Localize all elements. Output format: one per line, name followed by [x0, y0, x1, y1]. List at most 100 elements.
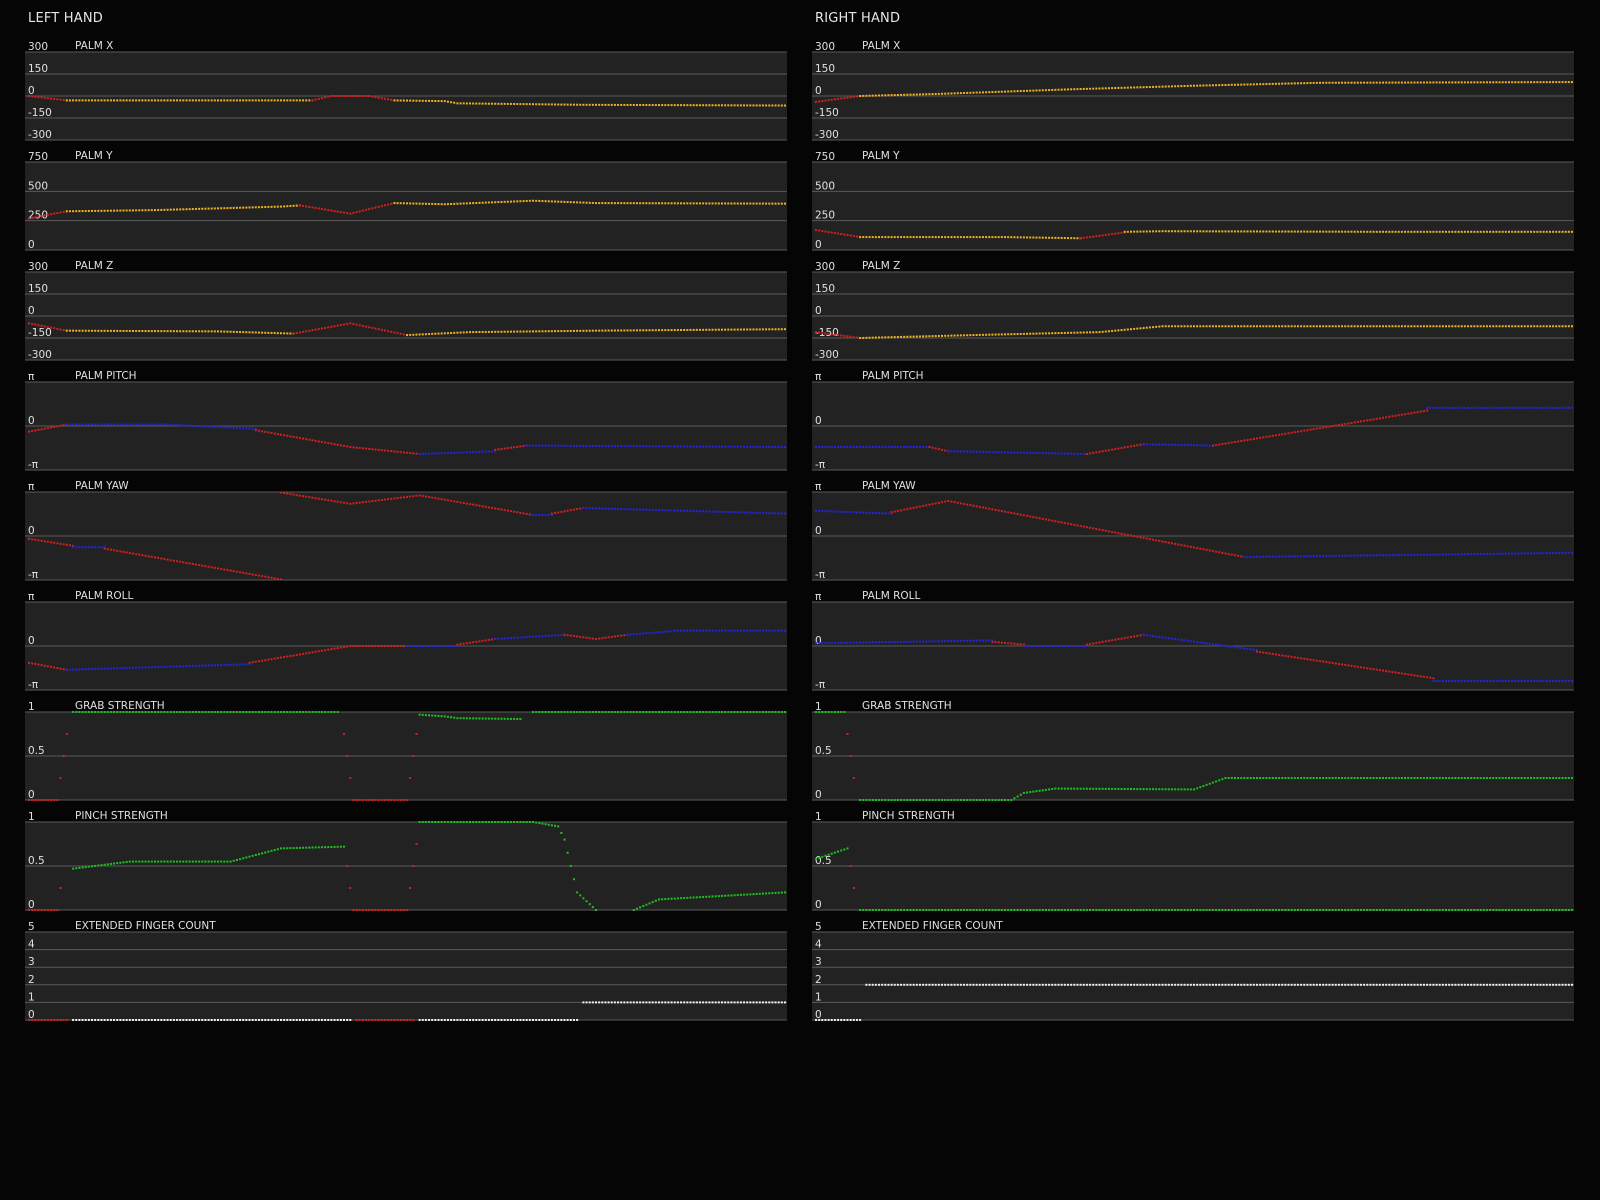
left-data-point [761, 445, 764, 448]
left-panel-title: PALM Z [75, 260, 113, 272]
right-data-point [1315, 555, 1318, 558]
right-data-point [878, 94, 880, 97]
left-data-point [544, 823, 547, 826]
left-data-point [292, 204, 295, 207]
left-data-point [469, 641, 471, 644]
left-data-point [273, 711, 276, 713]
left-data-point [491, 1019, 494, 1021]
right-data-point [1552, 909, 1555, 911]
left-data-point [777, 891, 780, 894]
left-data-point [743, 893, 746, 896]
left-data-point [563, 103, 566, 106]
left-data-point [201, 664, 204, 667]
left-data-point [749, 629, 752, 632]
left-data-point [538, 635, 541, 638]
left-data-point [576, 103, 579, 106]
right-data-point [849, 755, 852, 757]
left-data-point [513, 200, 516, 203]
right-data-point [815, 509, 817, 512]
right-data-point [1252, 983, 1255, 986]
right-data-point [1130, 534, 1132, 537]
left-data-point [563, 633, 566, 636]
right-data-point [1161, 983, 1164, 986]
left-data-point [135, 99, 138, 102]
right-data-point [1262, 325, 1265, 328]
right-data-point [1268, 230, 1271, 233]
right-data-point [1571, 680, 1573, 683]
left-data-point [87, 209, 90, 212]
right-data-point [1205, 642, 1208, 645]
right-data-point [1041, 332, 1044, 335]
left-data-point [213, 860, 216, 863]
right-data-point [818, 229, 821, 232]
left-data-point [443, 498, 446, 501]
right-data-point [1167, 325, 1170, 328]
left-data-point [157, 666, 160, 669]
left-data-point [686, 629, 689, 632]
right-data-point [1470, 406, 1473, 409]
right-data-point [1120, 329, 1123, 332]
left-data-point [365, 1019, 368, 1021]
right-data-point [1158, 85, 1161, 88]
right-data-point [1337, 81, 1340, 84]
right-data-point [1312, 909, 1315, 911]
left-data-point [465, 1019, 468, 1021]
right-tick-label: 1 [815, 811, 822, 823]
left-data-point [305, 205, 308, 208]
left-data-point [327, 1019, 330, 1021]
left-data-point [465, 502, 468, 505]
left-data-point [431, 496, 434, 499]
left-data-point [320, 1019, 323, 1021]
right-data-point [1193, 230, 1195, 233]
left-data-point [91, 668, 93, 671]
left-data-point [617, 103, 620, 106]
left-data-point [235, 711, 238, 713]
left-data-point [443, 1019, 446, 1021]
right-data-point [1416, 411, 1419, 414]
left-data-point [711, 895, 714, 898]
left-data-point [566, 1019, 569, 1021]
right-data-point [1508, 983, 1510, 986]
left-data-point [519, 511, 522, 514]
right-data-point [874, 236, 877, 239]
left-data-point [37, 1019, 40, 1021]
left-data-point [661, 898, 664, 901]
right-data-point [1152, 909, 1155, 911]
right-data-point [890, 94, 893, 97]
left-data-point [535, 1019, 538, 1021]
right-data-point [1375, 554, 1378, 557]
right-data-point [1309, 325, 1312, 328]
right-data-point [849, 511, 852, 514]
right-data-point [1353, 230, 1356, 233]
right-data-point [1085, 453, 1088, 456]
left-data-point [320, 97, 323, 100]
left-data-point [459, 202, 462, 205]
left-data-point [144, 666, 147, 669]
right-data-point [1246, 438, 1249, 441]
left-data-point [28, 909, 30, 911]
left-data-point [509, 717, 512, 720]
left-data-point [324, 498, 327, 501]
left-data-point [53, 425, 56, 428]
left-data-point [434, 1019, 437, 1021]
left-data-point [276, 332, 279, 335]
left-data-point [642, 445, 645, 448]
left-data-point [443, 715, 446, 718]
left-data-point [191, 664, 194, 667]
left-data-point [62, 99, 65, 102]
right-data-point [1555, 325, 1558, 328]
right-data-point [1082, 452, 1085, 455]
left-data-point [538, 513, 541, 516]
left-data-point [91, 865, 93, 868]
right-data-point [1429, 983, 1432, 986]
right-data-point [1126, 788, 1129, 791]
right-data-point [1438, 81, 1441, 84]
right-data-point [1044, 909, 1047, 911]
right-data-point [818, 331, 821, 334]
left-data-point [639, 508, 642, 511]
right-data-point [922, 909, 925, 911]
right-data-point [1278, 82, 1281, 85]
right-data-point [981, 909, 984, 911]
left-data-point [43, 427, 46, 430]
left-data-point [239, 206, 242, 209]
